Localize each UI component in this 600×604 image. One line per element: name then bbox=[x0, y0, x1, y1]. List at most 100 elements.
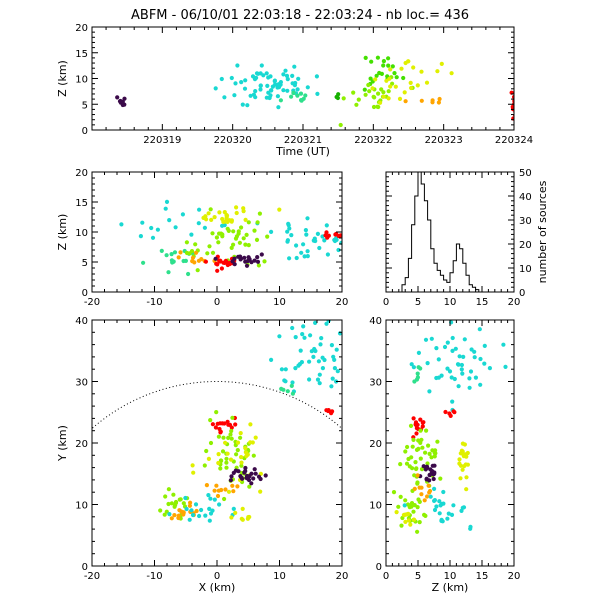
marks-x-z bbox=[119, 199, 342, 277]
source-point bbox=[482, 361, 487, 366]
source-point bbox=[384, 78, 389, 83]
source-point bbox=[287, 226, 292, 231]
y-tick-label: 5 bbox=[82, 258, 88, 269]
source-point bbox=[311, 238, 316, 243]
x-tick-label: 0 bbox=[214, 571, 220, 582]
source-point bbox=[222, 496, 227, 502]
source-point bbox=[263, 473, 268, 478]
source-point bbox=[458, 463, 464, 468]
source-point bbox=[411, 437, 416, 442]
source-point bbox=[415, 529, 420, 534]
source-point bbox=[247, 484, 252, 489]
source-point bbox=[207, 244, 212, 249]
source-point bbox=[386, 56, 391, 61]
source-point bbox=[304, 232, 309, 237]
source-point bbox=[169, 252, 174, 257]
source-point bbox=[229, 515, 234, 520]
source-point bbox=[224, 215, 229, 220]
source-point bbox=[376, 91, 381, 96]
source-point bbox=[259, 63, 264, 68]
source-point bbox=[445, 366, 450, 371]
source-point bbox=[467, 376, 472, 381]
source-point bbox=[441, 501, 446, 506]
y-tick-label: 50 bbox=[519, 168, 532, 179]
source-point bbox=[230, 483, 235, 488]
source-point bbox=[166, 487, 171, 492]
source-point bbox=[279, 367, 284, 372]
y-tick-label: 40 bbox=[519, 192, 532, 203]
source-point bbox=[317, 245, 322, 251]
source-point bbox=[188, 500, 193, 505]
source-point bbox=[219, 76, 224, 82]
source-point bbox=[220, 449, 226, 454]
source-point bbox=[338, 122, 343, 128]
source-point bbox=[415, 371, 420, 376]
source-point bbox=[285, 77, 290, 82]
source-point bbox=[414, 431, 419, 436]
source-point bbox=[218, 429, 223, 434]
source-point bbox=[426, 443, 431, 448]
source-point bbox=[243, 446, 248, 451]
source-point bbox=[236, 229, 241, 234]
source-point bbox=[169, 501, 174, 506]
source-point bbox=[199, 507, 204, 513]
source-point bbox=[328, 315, 332, 319]
source-point bbox=[186, 271, 191, 277]
source-point bbox=[305, 85, 310, 90]
source-point bbox=[409, 455, 414, 460]
plot-frame bbox=[385, 319, 515, 567]
source-point bbox=[325, 252, 330, 257]
source-point bbox=[243, 217, 248, 222]
source-point bbox=[235, 484, 240, 489]
source-point bbox=[432, 498, 437, 503]
panels: 220319 220320 220321 220322 220323 220324 0 5 10… bbox=[56, 23, 549, 594]
x-tick-label: 10 bbox=[444, 297, 457, 308]
source-point bbox=[249, 260, 254, 265]
source-point bbox=[235, 448, 240, 453]
source-point bbox=[298, 348, 303, 353]
source-point bbox=[434, 346, 439, 351]
source-point bbox=[226, 228, 231, 233]
source-point bbox=[294, 243, 299, 248]
source-point bbox=[231, 242, 236, 247]
histogram-bar bbox=[453, 261, 456, 292]
source-point bbox=[451, 503, 456, 508]
source-point bbox=[317, 372, 322, 377]
source-point bbox=[303, 228, 308, 233]
source-point bbox=[225, 451, 230, 456]
source-point bbox=[434, 504, 439, 509]
source-point bbox=[424, 428, 429, 433]
source-point bbox=[464, 475, 469, 480]
source-point bbox=[217, 258, 222, 263]
source-point bbox=[275, 94, 280, 99]
source-point bbox=[215, 268, 220, 273]
source-point bbox=[243, 450, 248, 455]
source-point bbox=[381, 94, 386, 99]
source-point bbox=[478, 382, 483, 387]
source-point bbox=[460, 467, 465, 472]
source-point bbox=[207, 506, 212, 511]
source-point bbox=[202, 463, 207, 468]
source-point bbox=[511, 94, 514, 100]
source-point bbox=[451, 409, 456, 414]
source-point bbox=[315, 377, 321, 382]
source-point bbox=[212, 497, 217, 502]
source-point bbox=[283, 367, 288, 372]
source-point bbox=[308, 333, 313, 338]
y-axis-label: number of sources bbox=[536, 180, 549, 283]
source-point bbox=[363, 92, 368, 97]
source-point bbox=[501, 342, 506, 347]
source-point bbox=[208, 440, 214, 446]
source-point bbox=[246, 243, 251, 248]
source-point bbox=[278, 98, 283, 103]
source-point bbox=[433, 448, 438, 453]
source-point bbox=[388, 84, 393, 89]
source-point bbox=[335, 369, 340, 374]
source-point bbox=[334, 231, 339, 237]
source-point bbox=[224, 465, 229, 470]
x-tick-label: 0 bbox=[383, 297, 389, 308]
source-point bbox=[193, 502, 199, 507]
source-point bbox=[386, 89, 391, 94]
ticks-height-histogram bbox=[385, 171, 515, 293]
source-point bbox=[408, 522, 413, 527]
